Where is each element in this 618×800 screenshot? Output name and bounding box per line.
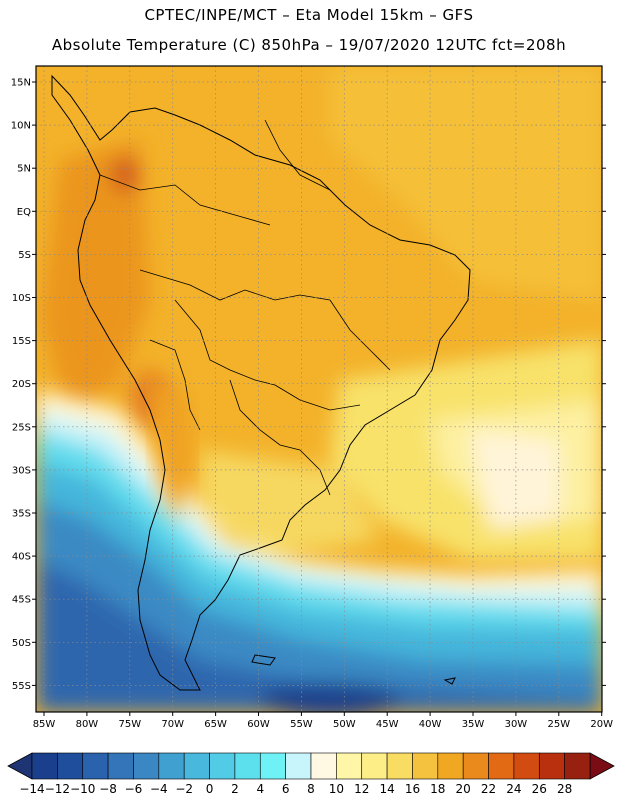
country-borders [99, 119, 391, 496]
lat-label: 30S [12, 465, 31, 476]
colorbar-swatch [82, 752, 109, 780]
colorbar-swatch [158, 752, 185, 780]
lon-label: 50W [333, 719, 356, 730]
colorbar-swatch [31, 752, 58, 780]
colorbar-swatch [336, 752, 363, 780]
colorbar-swatch [361, 752, 388, 780]
colorbar-swatch [209, 752, 236, 780]
colorbar-labels: −14 −12 −10 −8 −6 −4 −2 0 2 4 6 8 10 12 14 16 18 20 22 24 26… [19, 782, 572, 796]
colorbar-label: −14 [19, 782, 44, 796]
lat-label: 5S [18, 250, 31, 261]
colorbar-label: 22 [481, 782, 496, 796]
colorbar-label: 0 [206, 782, 214, 796]
lat-label: 15S [12, 336, 31, 347]
colorbar-swatch [412, 752, 439, 780]
colorbar-label: −8 [99, 782, 117, 796]
temperature-field [36, 66, 602, 712]
lat-label: 50S [12, 638, 31, 649]
lat-label: 15N [11, 78, 31, 89]
colorbar-label: 6 [282, 782, 290, 796]
colorbar-label: 28 [557, 782, 572, 796]
map-frame [35, 65, 603, 713]
colorbar-label: 26 [532, 782, 547, 796]
lon-label: 35W [462, 719, 485, 730]
colorbar-swatch [437, 752, 464, 780]
lon-label: 25W [547, 719, 570, 730]
lon-label: 45W [376, 719, 399, 730]
colorbar-label: 20 [456, 782, 471, 796]
colorbar [7, 752, 615, 780]
colorbar-swatch [57, 752, 84, 780]
lat-label: 25S [12, 422, 31, 433]
lon-label: 60W [247, 719, 270, 730]
lat-label: EQ [17, 207, 31, 218]
colorbar-swatch [107, 752, 134, 780]
colorbar-max-arrow [589, 752, 615, 780]
colorbar-label: 10 [329, 782, 344, 796]
longitude-axis: 85W 80W 75W 70W 65W 60W 55W 50W 45W 40W 35W 30W 25W 2… [33, 712, 613, 730]
colorbar-swatch [285, 752, 312, 780]
colorbar-swatch [386, 752, 413, 780]
lat-label: 10N [11, 121, 31, 132]
lat-label: 40S [12, 552, 31, 563]
colorbar-label: 12 [354, 782, 369, 796]
colorbar-label: −4 [150, 782, 168, 796]
coastline [51, 74, 471, 691]
lon-label: 80W [76, 719, 99, 730]
lat-label: 5N [17, 164, 31, 175]
colorbar-swatch [310, 752, 337, 780]
lon-label: 75W [118, 719, 141, 730]
colorbar-label: −10 [70, 782, 95, 796]
colorbar-swatch [513, 752, 540, 780]
colorbar-swatch [564, 752, 591, 780]
colorbar-label: −6 [125, 782, 143, 796]
lon-label: 55W [290, 719, 313, 730]
lat-label: 45S [12, 595, 31, 606]
lon-label: 70W [161, 719, 184, 730]
lon-label: 40W [419, 719, 442, 730]
lat-label: 10S [12, 293, 31, 304]
colorbar-label: 4 [256, 782, 264, 796]
lat-label: 35S [12, 509, 31, 520]
lat-label: 20S [12, 379, 31, 390]
colorbar-swatch [259, 752, 286, 780]
colorbar-label: 16 [405, 782, 420, 796]
colorbar-label: 14 [379, 782, 394, 796]
colorbar-swatch [462, 752, 489, 780]
colorbar-label: 8 [307, 782, 315, 796]
colorbar-label: 18 [430, 782, 445, 796]
colorbar-swatch [234, 752, 261, 780]
lon-label: 30W [505, 719, 528, 730]
lat-label: 55S [12, 681, 31, 692]
title-line-2: Absolute Temperature (C) 850hPa – 19/07/… [51, 36, 567, 54]
colorbar-min-arrow [7, 752, 33, 780]
lon-label: 20W [590, 719, 613, 730]
colorbar-swatch [133, 752, 160, 780]
title-line-1: CPTEC/INPE/MCT – Eta Model 15km – GFS [144, 6, 474, 24]
latitude-axis: 15N 10N 5N EQ 5S 10S 15S 20S 25S 30S 35S 40S 45S 50S 5… [11, 78, 606, 692]
colorbar-swatch [488, 752, 515, 780]
lon-label: 85W [33, 719, 56, 730]
colorbar-label: −12 [45, 782, 70, 796]
lon-label: 65W [204, 719, 227, 730]
colorbar-label: 24 [506, 782, 521, 796]
colorbar-swatch [183, 752, 210, 780]
colorbar-label: −2 [175, 782, 193, 796]
colorbar-label: 2 [231, 782, 239, 796]
colorbar-swatch [538, 752, 565, 780]
